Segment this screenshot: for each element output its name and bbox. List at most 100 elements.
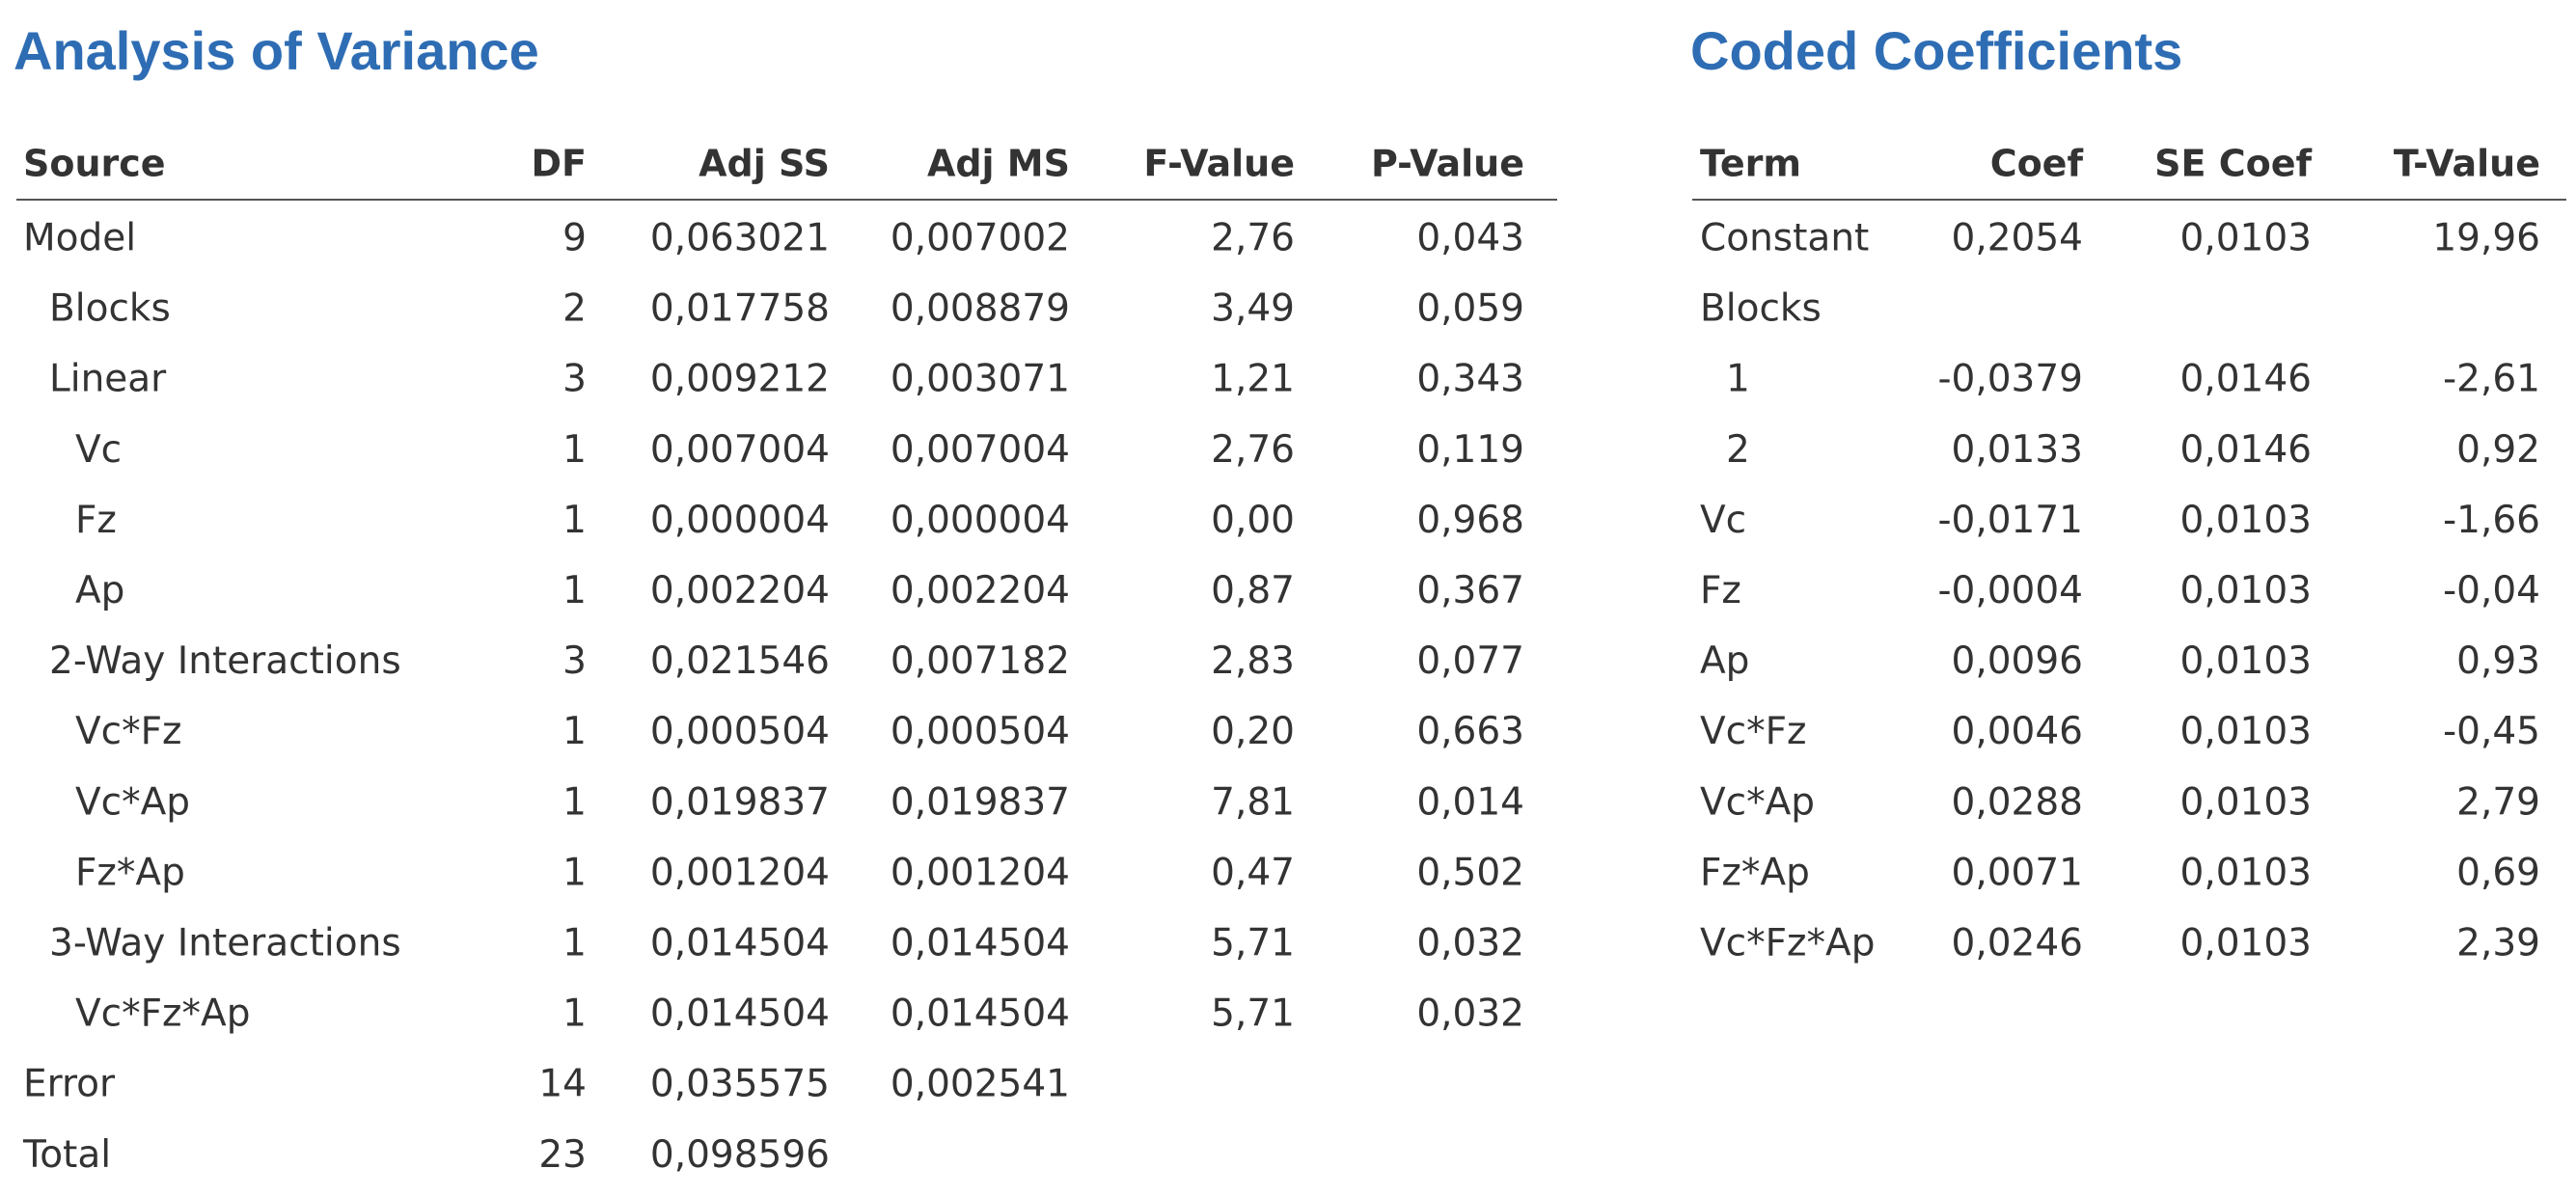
cell-value: 0,69 (2456, 851, 2540, 894)
cell-value: -1,66 (2443, 499, 2540, 542)
row-label: Fz*Ap (75, 851, 185, 894)
row-label: Vc*Fz*Ap (75, 992, 250, 1036)
cell-value: 0,92 (2456, 428, 2540, 472)
row-label: Fz (75, 499, 117, 542)
row-label: Vc*Fz (1700, 710, 1807, 753)
cell-value: 1 (562, 851, 587, 894)
row-label: Total (22, 1133, 111, 1177)
cell-value: 1,21 (1211, 358, 1295, 401)
cell-value: -0,0004 (1937, 569, 2083, 612)
cell-value: 0,343 (1416, 358, 1524, 401)
cell-value: 14 (538, 1063, 587, 1106)
cell-value: 0,47 (1211, 851, 1295, 894)
cell-value: 0,014504 (891, 922, 1070, 965)
cell-value: 0,000004 (650, 499, 830, 542)
cell-value: 0,0103 (2180, 217, 2312, 260)
cell-value: 1 (562, 499, 587, 542)
cell-value: 0,017758 (650, 287, 830, 331)
cell-value: -0,0379 (1937, 358, 2083, 401)
cell-value: 0,032 (1416, 992, 1524, 1036)
cell-value: 0,001204 (650, 851, 830, 894)
cell-value: 0,0071 (1952, 851, 2083, 894)
cell-value: 0,000504 (650, 710, 830, 753)
cell-value: 7,81 (1211, 780, 1295, 824)
cell-value: 0,119 (1416, 428, 1524, 472)
cell-value: 0,035575 (650, 1063, 830, 1106)
cell-value: 0,0096 (1952, 639, 2083, 683)
cell-value: 0,007002 (891, 217, 1070, 260)
row-label: Blocks (1700, 287, 1822, 331)
cell-value: 0,063021 (650, 217, 830, 260)
cell-value: 3,49 (1211, 287, 1295, 331)
cell-value: -0,45 (2443, 710, 2540, 753)
column-header: SE Coef (2154, 143, 2312, 185)
cell-value: 0,0103 (2180, 780, 2312, 824)
row-label: Ap (1700, 639, 1749, 683)
column-header: Source (23, 143, 166, 185)
cell-value: 0,014504 (650, 992, 830, 1036)
cell-value: 0,000504 (891, 710, 1070, 753)
cell-value: 0,098596 (650, 1133, 830, 1177)
cell-value: 0,002204 (650, 569, 830, 612)
column-header: T-Value (2394, 143, 2540, 185)
cell-value: 0,0103 (2180, 499, 2312, 542)
row-label: Vc*Ap (1700, 780, 1815, 824)
row-label: Constant (1700, 217, 1869, 260)
cell-value: 0,968 (1416, 499, 1524, 542)
row-label: Vc*Fz*Ap (1700, 922, 1875, 965)
cell-value: -0,0171 (1937, 499, 2083, 542)
row-label: 2 (1726, 428, 1750, 472)
cell-value: 2,76 (1211, 428, 1295, 472)
cell-value: 0,007182 (891, 639, 1070, 683)
cell-value: 2,79 (2456, 780, 2540, 824)
cell-value: 0,0103 (2180, 569, 2312, 612)
cell-value: 1 (562, 710, 587, 753)
row-label: Fz*Ap (1700, 851, 1810, 894)
cell-value: 0,0246 (1952, 922, 2083, 965)
cell-value: 9 (562, 217, 587, 260)
cell-value: 0,008879 (891, 287, 1070, 331)
cell-value: 0,001204 (891, 851, 1070, 894)
cell-value: 0,007004 (650, 428, 830, 472)
column-header: DF (531, 143, 587, 185)
cell-value: 0,021546 (650, 639, 830, 683)
cell-value: 0,014504 (891, 992, 1070, 1036)
cell-value: 0,009212 (650, 358, 830, 401)
cell-value: 1 (562, 780, 587, 824)
cell-value: 0,0103 (2180, 851, 2312, 894)
cell-value: 0,0146 (2180, 428, 2312, 472)
cell-value: 0,007004 (891, 428, 1070, 472)
row-label: Model (23, 217, 136, 260)
cell-value: 0,002541 (891, 1063, 1070, 1106)
cell-value: 0,0288 (1952, 780, 2083, 824)
row-label: Blocks (49, 287, 171, 331)
cell-value: 1 (562, 922, 587, 965)
row-label: Vc (75, 428, 122, 472)
cell-value: 2,39 (2456, 922, 2540, 965)
cell-value: 0,043 (1416, 217, 1524, 260)
cell-value: 0,003071 (891, 358, 1070, 401)
cell-value: 0,87 (1211, 569, 1295, 612)
cell-value: 0,000004 (891, 499, 1070, 542)
row-label: 3-Way Interactions (49, 922, 401, 965)
column-header: Adj MS (927, 143, 1070, 185)
cell-value: 0,0103 (2180, 710, 2312, 753)
cell-value: 0,367 (1416, 569, 1524, 612)
cell-value: 0,20 (1211, 710, 1295, 753)
cell-value: 0,93 (2456, 639, 2540, 683)
cell-value: 0,019837 (650, 780, 830, 824)
column-header: F-Value (1143, 143, 1295, 185)
column-header: P-Value (1371, 143, 1524, 185)
cell-value: 0,0133 (1952, 428, 2083, 472)
cell-value: 0,014 (1416, 780, 1524, 824)
cell-value: 0,00 (1211, 499, 1295, 542)
row-label: Vc (1700, 499, 1746, 542)
cell-value: 0,0103 (2180, 639, 2312, 683)
cell-value: 3 (562, 358, 587, 401)
row-label: Ap (75, 569, 124, 612)
row-label: Vc*Fz (75, 710, 182, 753)
cell-value: 2,83 (1211, 639, 1295, 683)
cell-value: 0,032 (1416, 922, 1524, 965)
row-label: 1 (1726, 358, 1750, 401)
